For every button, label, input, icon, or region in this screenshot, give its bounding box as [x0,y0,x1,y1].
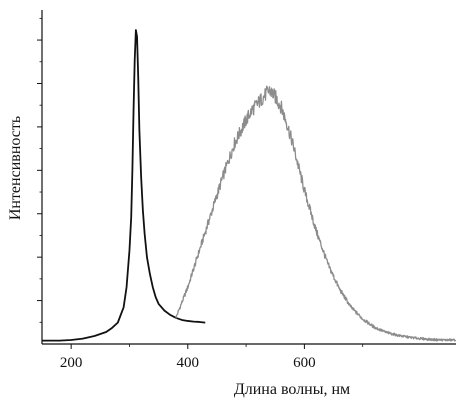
labels-layer: Длина волны, нм Интенсивность [7,116,350,398]
series-1 [42,29,206,342]
x-tick-label: 600 [293,355,316,371]
series-line [175,85,457,342]
series-line [42,29,206,342]
x-axis-label: Длина волны, нм [234,381,350,398]
series-2 [175,85,457,342]
x-tick-label: 200 [60,355,83,371]
y-axis [37,10,43,344]
series-layer [42,29,457,342]
y-axis-label: Интенсивность [7,116,24,220]
x-axis: 200 400 600 [42,343,456,371]
x-tick-label: 400 [177,355,200,371]
